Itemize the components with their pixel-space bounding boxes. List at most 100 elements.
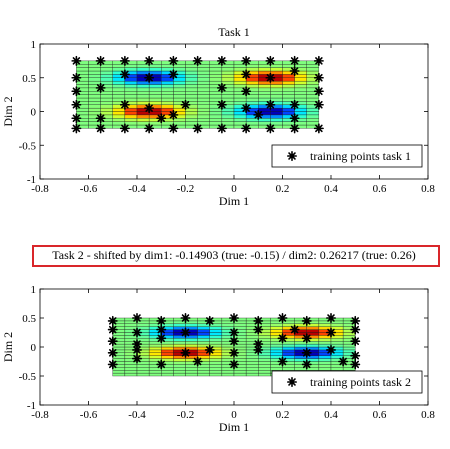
surface-cell [270, 341, 283, 345]
training-point [95, 55, 106, 66]
surface-cell [306, 329, 320, 333]
surface-cell [173, 97, 186, 102]
surface-cell [197, 121, 210, 126]
surface-cell [161, 323, 174, 327]
surface-cell [245, 364, 259, 368]
training-point [168, 69, 179, 80]
surface-cell [197, 97, 210, 102]
surface [76, 60, 320, 129]
surface-cell [136, 361, 150, 365]
surface-cell [209, 343, 223, 348]
surface-cell [136, 111, 150, 116]
surface-cell [185, 94, 198, 99]
surface-cell [88, 97, 101, 102]
surface-cell [197, 94, 210, 99]
surface-cell [209, 111, 223, 116]
surface-cell [330, 367, 344, 371]
surface-cell [76, 107, 89, 112]
surface-cell [233, 80, 247, 85]
training-point [313, 72, 324, 83]
training-point [119, 55, 130, 66]
surface-cell [124, 77, 138, 82]
surface-cell [197, 367, 210, 371]
y-tick-label: -1 [27, 400, 36, 412]
surface-cell [258, 358, 271, 362]
surface-cell [197, 74, 210, 78]
surface-cell [197, 87, 210, 92]
surface-cell [233, 372, 247, 377]
surface-cell [100, 101, 113, 105]
surface-cell [270, 118, 283, 122]
surface-cell [233, 97, 247, 102]
y-tick-label: 0 [31, 342, 37, 354]
training-point [350, 359, 361, 370]
training-points [71, 55, 324, 134]
surface-cell [124, 370, 138, 374]
surface-cell [318, 320, 332, 324]
surface-cell [270, 343, 283, 348]
surface-cell [185, 346, 198, 351]
surface-cell [173, 355, 186, 359]
surface-cell [173, 87, 186, 92]
surface-cell [185, 64, 198, 68]
surface-cell [197, 91, 210, 95]
surface-cell [270, 346, 283, 351]
surface-cell [88, 91, 101, 95]
training-point [253, 109, 264, 120]
surface-cell [245, 67, 259, 72]
surface-cell [124, 121, 138, 126]
surface-cell [148, 97, 162, 102]
surface-cell [124, 372, 138, 377]
surface [112, 317, 356, 377]
surface-cell [221, 320, 235, 324]
surface-cell [318, 355, 332, 359]
surface-cell [318, 343, 332, 348]
surface-cell [112, 118, 126, 122]
surface-cell [173, 372, 186, 377]
x-tick-label: -0.2 [177, 409, 194, 421]
surface-cell [136, 114, 150, 119]
surface-cell [100, 107, 113, 112]
surface-cell [161, 84, 174, 89]
surface-cell [258, 94, 271, 99]
surface-cell [258, 70, 271, 75]
surface-cell [197, 67, 210, 72]
surface-cell [124, 118, 138, 122]
surface-cell [306, 94, 320, 99]
training-point [71, 55, 82, 66]
surface-cell [173, 364, 186, 368]
surface-cell [173, 361, 186, 365]
surface-cell [197, 343, 210, 348]
surface-cell [161, 370, 174, 374]
surface-cell [221, 355, 235, 359]
training-point [107, 315, 118, 326]
training-point [289, 324, 300, 335]
surface-cell [185, 87, 198, 92]
y-tick-label: -1 [27, 174, 36, 186]
training-point [192, 356, 203, 367]
training-point [119, 123, 130, 134]
surface-cell [100, 111, 113, 116]
surface-cell [306, 358, 320, 362]
surface-cell [245, 94, 259, 99]
x-tick-label: -0.4 [128, 183, 146, 195]
x-tick-label: -0.6 [80, 409, 98, 421]
surface-cell [136, 370, 150, 374]
surface-cell [233, 358, 247, 362]
surface-cell [282, 64, 295, 68]
training-point [265, 72, 276, 83]
surface-cell [282, 80, 295, 85]
surface-cell [270, 94, 283, 99]
surface-cell [185, 367, 198, 371]
surface-cell [221, 367, 235, 371]
training-point [229, 336, 239, 347]
y-tick-label: -0.5 [19, 140, 37, 152]
legend-marker [287, 377, 297, 387]
surface-cell [306, 84, 320, 89]
surface-cell [185, 355, 198, 359]
x-tick-label: -0.4 [128, 409, 146, 421]
surface-cell [100, 70, 113, 75]
surface-cell [185, 67, 198, 72]
surface-cell [221, 67, 235, 72]
surface-cell [245, 84, 259, 89]
